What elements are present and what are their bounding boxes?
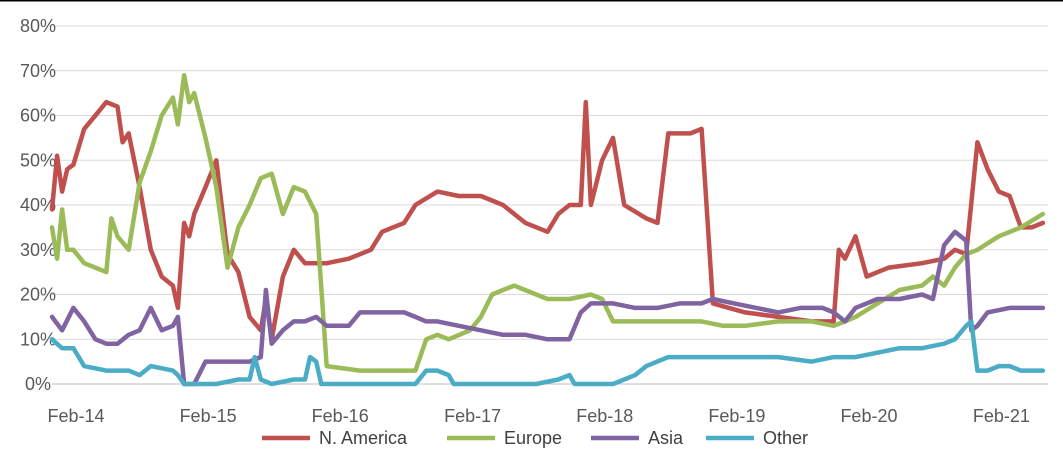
y-tick-label: 0% [25,374,51,394]
legend-label: Asia [648,428,684,448]
y-tick-label: 60% [20,106,56,126]
y-axis-tick-labels: 0% 10% 20% 30% 40% 50% 60% 70% 80% [20,16,56,394]
y-tick-label: 20% [20,285,56,305]
legend-label: N. America [319,428,408,448]
x-tick-label: Feb-15 [180,406,237,426]
y-tick-label: 50% [20,150,56,170]
x-tick-label: Feb-21 [973,406,1030,426]
legend: N. America Europe Asia Other [262,428,808,448]
x-tick-label: Feb-18 [576,406,633,426]
series-line-asia [49,229,1046,387]
y-tick-label: 30% [20,240,56,260]
y-tick-label: 10% [20,329,56,349]
series-lines [49,72,1046,387]
x-tick-label: Feb-17 [444,406,501,426]
y-tick-label: 40% [20,195,56,215]
x-tick-label: Feb-16 [312,406,369,426]
y-tick-label: 70% [20,61,56,81]
legend-label: Other [763,428,808,448]
y-tick-label: 80% [20,16,56,36]
series-line-other [49,319,1046,387]
x-tick-label: Feb-19 [708,406,765,426]
series-line-n-america [49,99,1046,342]
legend-label: Europe [504,428,562,448]
x-tick-label: Feb-14 [47,406,104,426]
x-tick-label: Feb-20 [840,406,897,426]
x-axis-tick-labels: Feb-14 Feb-15 Feb-16 Feb-17 Feb-18 Feb-19 Feb-… [47,406,1029,426]
series-line-europe [49,72,1046,373]
